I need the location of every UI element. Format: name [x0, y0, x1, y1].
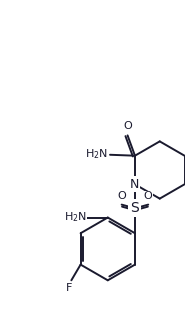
Text: O: O [144, 191, 153, 201]
Text: S: S [131, 201, 139, 215]
Text: F: F [66, 283, 73, 293]
Text: H$_2$N: H$_2$N [64, 210, 86, 223]
Text: O: O [117, 191, 126, 201]
Text: N: N [129, 178, 139, 191]
Text: H$_2$N: H$_2$N [85, 147, 108, 161]
Text: O: O [123, 121, 132, 131]
